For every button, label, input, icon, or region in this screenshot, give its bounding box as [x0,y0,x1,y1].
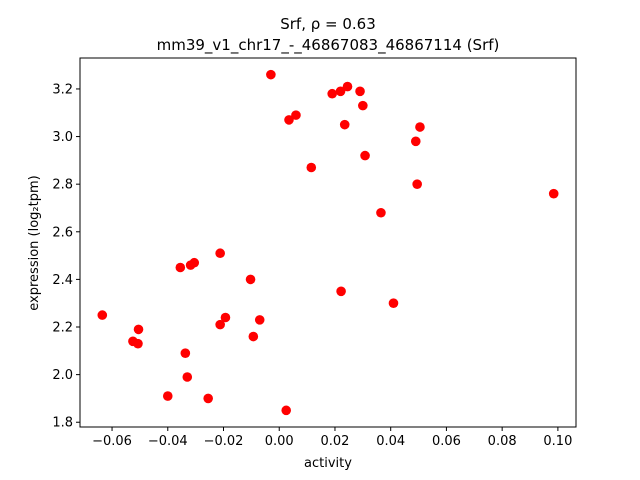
data-point [327,88,337,99]
x-tick-label: 0.10 [543,434,572,449]
data-point [412,179,422,189]
y-tick-label: 2.2 [52,321,73,336]
data-point [339,119,350,130]
plot-frame [79,57,577,428]
data-point [306,162,317,173]
data-point [284,115,294,125]
data-point [335,86,346,97]
y-axis-ticks: 1.8 2.0 2.2 2.4 2.6 2.8 3.0 3.2 [52,82,80,431]
data-point [358,100,368,111]
data-point [133,324,144,335]
data-point [203,393,213,404]
data-point [266,69,276,80]
y-tick-label: 2.8 [52,178,73,193]
x-tick-label: 0.08 [488,434,517,449]
x-tick-label: 0.02 [320,434,349,449]
data-point [291,110,301,120]
data-points [97,69,559,416]
data-point [245,274,256,285]
chart-title-line2: mm39_v1_chr17_-_46867083_46867114 (Srf) [157,36,500,55]
data-point [180,348,191,359]
data-point [355,86,365,97]
x-tick-label: −0.02 [204,434,244,449]
data-point [97,310,108,320]
x-tick-label: 0.04 [376,434,405,449]
data-point [215,319,225,330]
y-tick-label: 2.0 [52,368,73,383]
data-point [376,207,386,218]
chart-title-line1: Srf, ρ = 0.63 [280,15,376,33]
data-point [220,312,231,323]
x-axis-ticks: −0.06 −0.04 −0.02 0.00 0.02 0.04 0.06 0.08 0.10 [92,427,572,449]
x-tick-label: −0.06 [92,434,132,449]
y-tick-label: 1.8 [52,416,73,431]
data-point [215,248,225,259]
data-point [175,262,186,273]
data-point [415,122,425,132]
x-axis-label: activity [304,456,352,471]
data-point [410,136,421,147]
y-axis-label: expression (log₂tpm) [27,175,42,310]
data-point [388,298,399,309]
x-tick-label: 0.06 [432,434,461,449]
data-point [548,188,559,199]
y-tick-label: 3.2 [52,82,73,97]
data-point [360,150,370,161]
y-tick-label: 2.4 [52,273,73,288]
data-point [248,331,259,342]
y-tick-label: 3.0 [52,130,73,145]
data-point [342,81,353,92]
x-tick-label: 0.00 [265,434,294,449]
data-point [162,391,173,401]
data-point [281,405,292,416]
x-tick-label: −0.04 [148,434,188,449]
data-point [182,372,193,382]
y-tick-label: 2.6 [52,225,73,240]
data-point [189,257,200,268]
data-point [254,315,265,325]
data-point [336,286,346,297]
data-point [133,338,143,349]
